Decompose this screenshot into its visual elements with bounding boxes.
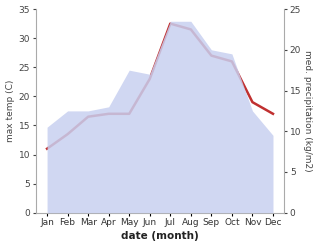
Y-axis label: med. precipitation (kg/m2): med. precipitation (kg/m2): [303, 50, 313, 172]
Y-axis label: max temp (C): max temp (C): [5, 80, 15, 142]
X-axis label: date (month): date (month): [121, 231, 199, 242]
